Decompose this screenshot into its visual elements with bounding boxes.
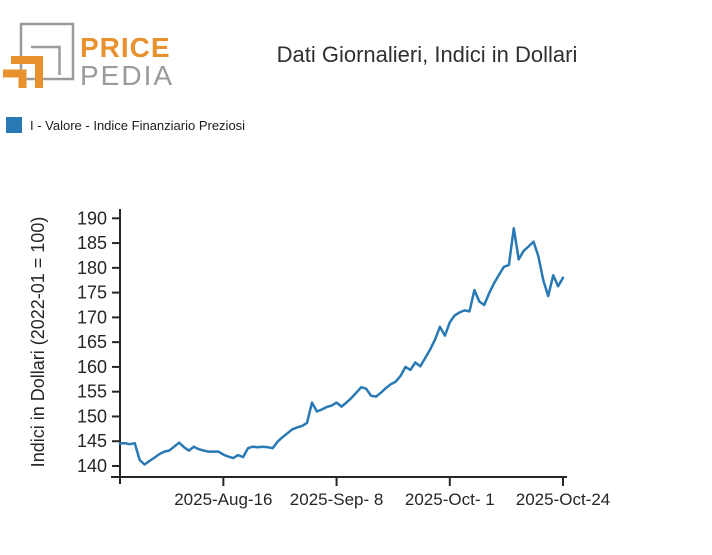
y-tick-label: 185 xyxy=(77,233,107,253)
x-tick-label: 2025-Oct- 1 xyxy=(405,490,495,509)
pricepedia-logo: PRICE PEDIA xyxy=(2,8,262,100)
y-tick-label: 190 xyxy=(77,208,107,228)
x-tick-label: 2025-Oct-24 xyxy=(516,490,611,509)
series-line xyxy=(118,226,565,466)
series-group xyxy=(118,226,565,466)
y-axis-ticks: 140 145 150 155 160 165 170 175 180 185 190 xyxy=(77,208,120,476)
legend-color-swatch-icon xyxy=(6,117,22,133)
chart-title: Dati Giornalieri, Indici in Dollari xyxy=(276,42,578,67)
y-tick-label: 170 xyxy=(77,307,107,327)
y-tick-label: 175 xyxy=(77,283,107,303)
pricepedia-logo-icon xyxy=(3,22,75,88)
y-tick-label: 150 xyxy=(77,406,107,426)
legend-series-label: I - Valore - Indice Finanziario Preziosi xyxy=(30,117,246,133)
legend: I - Valore - Indice Finanziario Preziosi xyxy=(6,117,245,133)
y-tick-label: 145 xyxy=(77,431,107,451)
y-tick-label: 160 xyxy=(77,357,107,377)
y-axis-title: Indici in Dollari (2022-01 = 100) xyxy=(28,217,48,468)
y-tick-label: 165 xyxy=(77,332,107,352)
x-axis-ticks: 2025-Aug-16 2025-Sep- 8 2025-Oct- 1 2025-Oc… xyxy=(174,477,610,509)
logo-text-pedia: PEDIA xyxy=(80,60,175,91)
x-tick-label: 2025-Sep- 8 xyxy=(290,490,384,509)
x-tick-label: 2025-Aug-16 xyxy=(174,490,272,509)
y-tick-label: 155 xyxy=(77,382,107,402)
y-tick-label: 180 xyxy=(77,258,107,278)
y-tick-label: 140 xyxy=(77,456,107,476)
logo-text-price: PRICE xyxy=(80,32,171,63)
